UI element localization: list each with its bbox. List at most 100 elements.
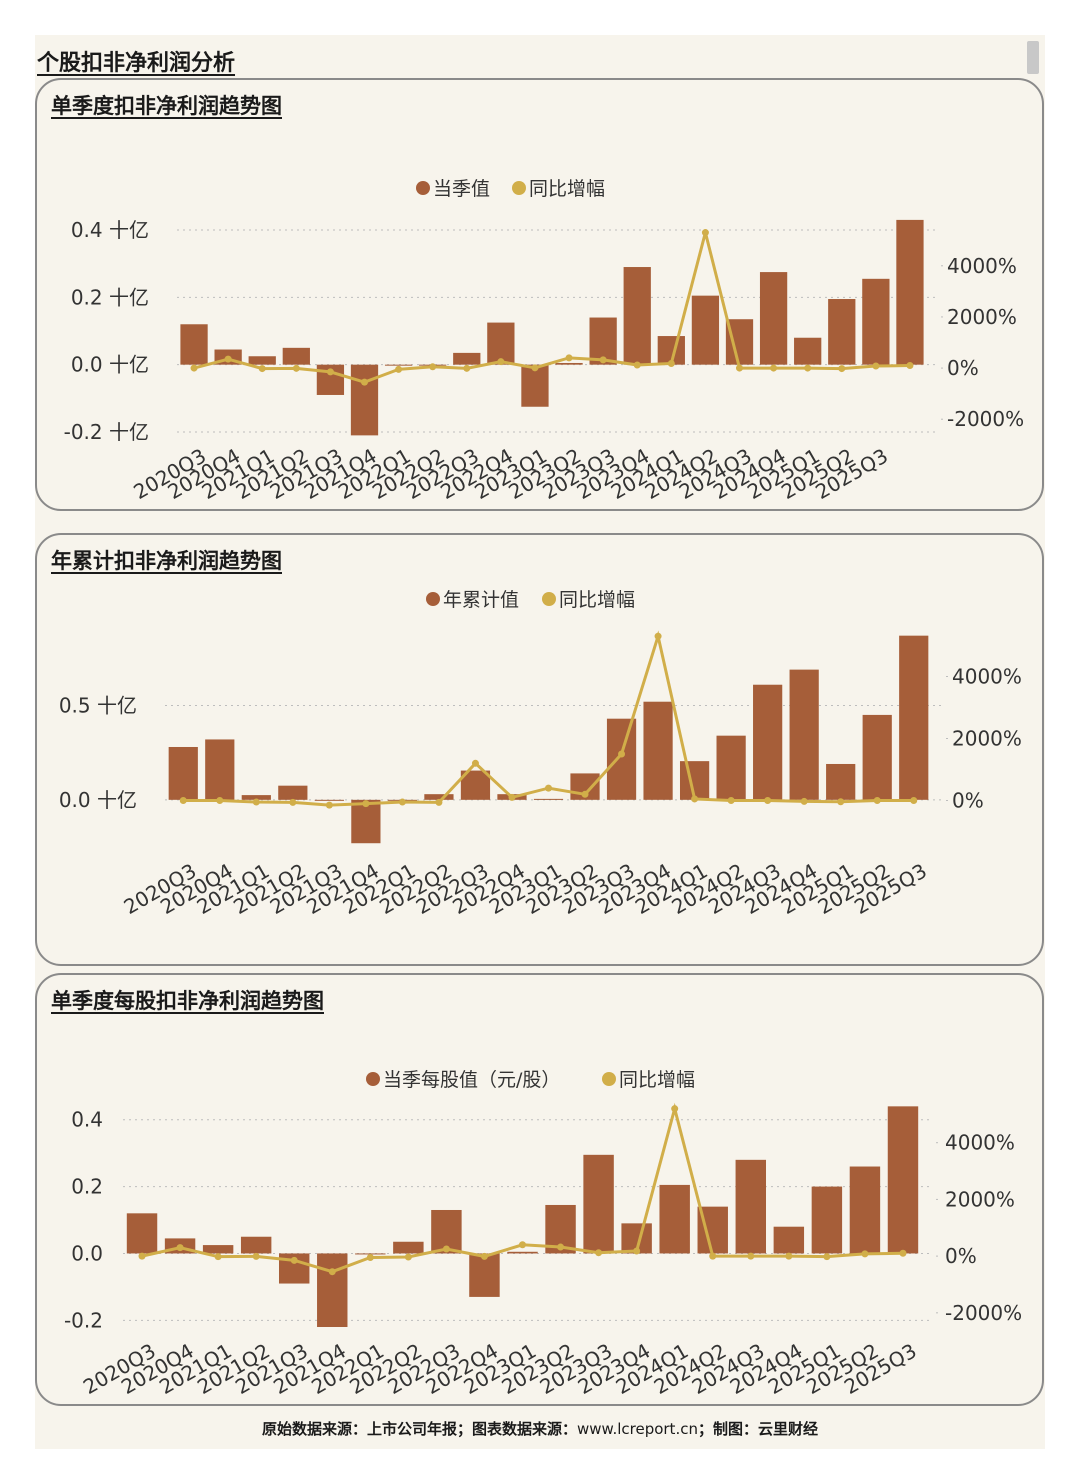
growth-point — [258, 365, 266, 373]
bar — [659, 1184, 690, 1254]
bar — [180, 324, 208, 365]
growth-point — [325, 801, 333, 809]
growth-point — [214, 1253, 222, 1261]
bar — [469, 1253, 500, 1297]
growth-point — [179, 797, 187, 804]
scrollbar-thumb[interactable] — [1027, 41, 1039, 74]
growth-point — [770, 364, 778, 372]
growth-point — [764, 797, 772, 804]
bar — [759, 272, 788, 365]
bar — [555, 362, 583, 365]
growth-point — [873, 797, 881, 804]
legend-label-line: 同比增幅 — [619, 1069, 695, 1091]
growth-point — [691, 795, 699, 803]
left-axis-tick-label: 0.4 — [71, 1108, 103, 1132]
legend-marker-line — [602, 1072, 616, 1086]
right-axis-tick-label: 4000% — [952, 665, 1022, 689]
growth-point — [395, 365, 403, 373]
bar — [453, 352, 481, 365]
growth-point — [872, 362, 880, 370]
growth-point — [654, 632, 662, 640]
growth-point — [565, 354, 573, 362]
growth-point — [633, 1247, 641, 1255]
bar — [384, 364, 413, 366]
growth-point — [747, 1252, 755, 1260]
bar — [355, 1253, 386, 1255]
growth-point — [176, 1244, 184, 1252]
bar — [317, 1253, 348, 1327]
legend-marker-bars — [426, 592, 440, 606]
left-axis-tick-label: 0.0 十亿 — [59, 788, 137, 812]
footer-suffix: ；制图：云里财经 — [697, 1420, 818, 1438]
legend-marker-line — [542, 592, 556, 606]
legend-marker-bars — [416, 181, 430, 195]
bar — [773, 1226, 805, 1254]
left-axis-tick-label: 0.2 十亿 — [71, 285, 149, 309]
growth-point — [910, 797, 918, 804]
bar — [794, 337, 822, 365]
growth-point — [581, 790, 589, 798]
growth-point — [328, 1268, 336, 1276]
left-axis-tick-label: 0.0 — [71, 1241, 103, 1265]
cumulative-profit-chart-panel: 年累计扣非净利润趋势图 0.5 十亿 0.0 十亿 4000% 2000% 0% 2020… — [35, 533, 1044, 966]
growth-point — [471, 759, 479, 767]
right-axis-tick-label: 2000% — [952, 727, 1022, 751]
growth-point — [785, 1252, 793, 1260]
bar — [849, 1166, 881, 1254]
footer-url[interactable]: www.lcreport.cn — [577, 1420, 698, 1438]
legend-label-bars: 当季每股值（元/股） — [383, 1069, 560, 1091]
bar — [623, 267, 651, 365]
growth-point — [404, 1253, 412, 1261]
bar — [350, 364, 379, 436]
bar — [899, 635, 929, 800]
growth-point — [480, 1252, 488, 1260]
quarterly-profit-chart: 0.4 十亿 0.2 十亿 0.0 十亿 -0.2 十亿 4000% 2000% 0% -20… — [64, 178, 1025, 504]
bar — [753, 684, 783, 800]
right-axis-tick-label: 0% — [945, 1244, 977, 1268]
bar — [826, 763, 856, 800]
legend-marker-line — [512, 181, 526, 195]
bar — [487, 322, 515, 365]
bar — [811, 1186, 843, 1254]
source-footer: 原始数据来源：上市公司年报；图表数据来源：www.lcreport.cn；制图：… — [35, 1418, 1045, 1439]
chart-title: 年累计扣非净利润趋势图 — [51, 549, 282, 573]
growth-point — [442, 1245, 450, 1253]
right-axis-tick-label: 2000% — [945, 1187, 1015, 1211]
growth-point — [838, 365, 846, 373]
bar — [521, 364, 549, 407]
bar — [393, 1241, 424, 1254]
growth-point — [519, 1241, 526, 1249]
growth-point — [906, 362, 914, 370]
growth-point — [252, 1252, 260, 1260]
bar — [205, 739, 235, 800]
right-axis-tick-label: 0% — [947, 356, 979, 380]
growth-point — [671, 1105, 679, 1113]
legend-label-line: 同比增幅 — [529, 178, 605, 200]
growth-point — [292, 364, 300, 372]
growth-point — [398, 798, 406, 806]
bar — [643, 701, 673, 800]
growth-point — [190, 364, 198, 372]
chart-title: 单季度每股扣非净利润趋势图 — [51, 989, 324, 1013]
right-axis-tick-label: 4000% — [945, 1131, 1015, 1155]
growth-point — [599, 356, 607, 364]
growth-point — [709, 1252, 717, 1260]
legend-label-bars: 当季值 — [433, 178, 490, 200]
growth-point — [224, 355, 232, 363]
bar — [314, 799, 344, 801]
growth-point — [736, 364, 743, 372]
bar — [789, 669, 819, 800]
left-axis-tick-label: 0.2 — [71, 1175, 103, 1199]
growth-point — [800, 797, 808, 805]
growth-point — [899, 1249, 907, 1257]
page-title: 个股扣非净利润分析 — [37, 51, 236, 76]
growth-point — [138, 1252, 146, 1260]
right-axis-tick-label: 2000% — [947, 305, 1017, 329]
left-axis-tick-label: 0.5 十亿 — [59, 693, 137, 717]
bar — [278, 785, 308, 800]
legend-label-line: 同比增幅 — [559, 589, 635, 611]
growth-point — [837, 798, 845, 806]
footer-prefix: 原始数据来源：上市公司年报；图表数据来源： — [262, 1420, 578, 1438]
growth-point — [595, 1249, 603, 1257]
growth-point — [326, 368, 334, 376]
